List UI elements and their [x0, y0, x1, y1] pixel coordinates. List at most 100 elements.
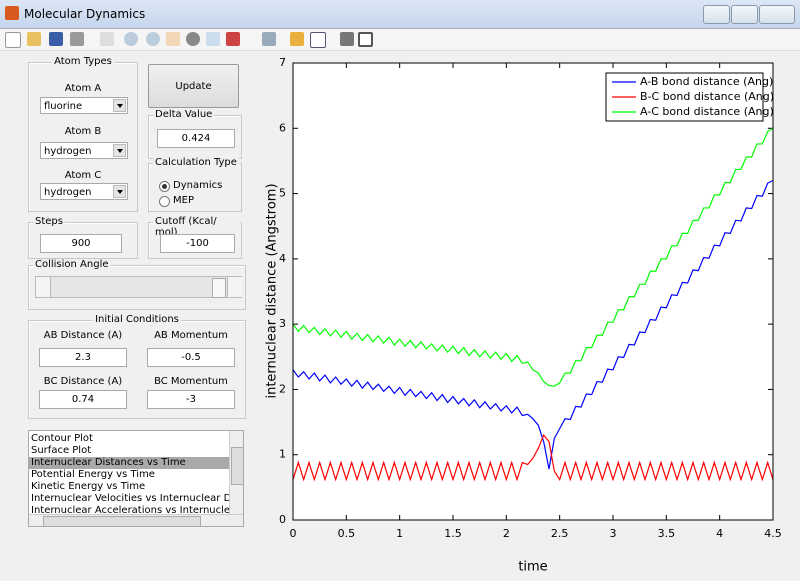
x-tick-label: 3	[610, 527, 617, 540]
text-input[interactable]: -100	[160, 234, 235, 253]
label: BC Momentum	[154, 376, 228, 387]
colorbar-icon[interactable]	[290, 32, 304, 46]
radio-button[interactable]: Dynamics	[159, 179, 222, 193]
panel-title: Delta Value	[153, 109, 215, 120]
rotate-icon[interactable]	[186, 32, 200, 46]
toolbar	[0, 29, 800, 51]
panel-title: Initial Conditions	[93, 314, 181, 325]
x-tick-label: 4	[716, 527, 723, 540]
slider-thumb[interactable]	[212, 278, 226, 298]
pointer-icon[interactable]	[100, 32, 114, 46]
label: Atom A	[64, 83, 102, 94]
list-item[interactable]: Internuclear Accelerations vs Internucle…	[31, 505, 231, 516]
brush-icon[interactable]	[226, 32, 240, 46]
title-bar: Molecular Dynamics	[0, 0, 800, 29]
series-line	[292, 127, 774, 387]
label: BC Distance (A)	[43, 376, 123, 387]
y-tick-label: 3	[279, 317, 286, 330]
chart: time internuclear distance (Angstrom) 0 1…	[265, 56, 782, 575]
atom-types-panel: Atom Types Atom A fluorine Atom B hydrog…	[28, 56, 138, 212]
hide-icon[interactable]	[340, 32, 354, 46]
text-input[interactable]: 900	[40, 234, 122, 253]
legend-icon[interactable]	[310, 32, 326, 48]
panel-title: Steps	[33, 216, 65, 227]
close-button[interactable]	[759, 5, 795, 24]
dropdown[interactable]: hydrogen	[40, 142, 128, 159]
vertical-scrollbar[interactable]	[229, 431, 243, 514]
x-tick-label: 2	[503, 527, 510, 540]
minimize-button[interactable]	[703, 5, 730, 24]
delta-panel: Delta Value 0.424	[148, 109, 242, 159]
text-input[interactable]: -0.5	[147, 348, 235, 367]
dropdown[interactable]: hydrogen	[40, 183, 128, 200]
y-tick-label: 0	[279, 513, 286, 526]
scroll-thumb[interactable]	[231, 447, 243, 485]
dropdown-value: hydrogen	[44, 187, 92, 198]
text-input[interactable]: 0.74	[39, 390, 127, 409]
text-input[interactable]: 2.3	[39, 348, 127, 367]
initial-panel: Initial Conditions AB Distance (A) 2.3 A…	[28, 314, 246, 419]
datacursor-icon[interactable]	[206, 32, 220, 46]
horizontal-scrollbar[interactable]	[29, 514, 243, 526]
radio-button[interactable]: MEP	[159, 194, 194, 208]
panel-title: Calculation Type	[153, 157, 239, 168]
x-tick-label: 1	[396, 527, 403, 540]
list-item[interactable]: Contour Plot	[31, 433, 93, 444]
panel-title: Cutoff (Kcal/ mol)	[153, 216, 241, 238]
zoom-out-icon[interactable]	[146, 32, 160, 46]
list-item[interactable]: Potential Energy vs Time	[31, 469, 155, 480]
app-icon	[5, 6, 19, 20]
steps-panel: Steps 900	[28, 216, 138, 259]
list-item[interactable]: Internuclear Distances vs Time	[29, 457, 231, 469]
y-tick-label: 5	[279, 187, 286, 200]
x-tick-label: 3.5	[658, 527, 676, 540]
x-tick-label: 4.5	[764, 527, 782, 540]
x-axis-label: time	[518, 560, 547, 575]
series-line	[292, 433, 774, 482]
maximize-button[interactable]	[731, 5, 758, 24]
plot-area	[293, 63, 773, 520]
zoom-in-icon[interactable]	[124, 32, 138, 46]
y-tick-label: 2	[279, 382, 286, 395]
text-input[interactable]: -3	[147, 390, 235, 409]
legend-label: A-C bond distance (Ang)	[640, 105, 774, 118]
slider-left[interactable]	[36, 277, 51, 297]
x-tick-label: 0	[290, 527, 297, 540]
show-icon[interactable]	[358, 32, 373, 47]
cutoff-panel: Cutoff (Kcal/ mol) -100	[148, 216, 242, 259]
legend-label: B-C bond distance (Ang)	[640, 90, 774, 103]
y-tick-label: 4	[279, 252, 286, 265]
dropdown-value: fluorine	[44, 101, 83, 112]
print-icon[interactable]	[70, 32, 84, 46]
save-icon[interactable]	[49, 32, 63, 46]
label: AB Momentum	[154, 330, 228, 341]
label: Atom B	[64, 126, 102, 137]
x-tick-label: 1.5	[444, 527, 462, 540]
y-tick-label: 1	[279, 448, 286, 461]
label: AB Distance (A)	[43, 330, 123, 341]
x-tick-label: 0.5	[338, 527, 356, 540]
collision-panel: Collision Angle	[28, 259, 246, 310]
open-icon[interactable]	[27, 32, 41, 46]
window-title: Molecular Dynamics	[24, 7, 146, 21]
dropdown-value: hydrogen	[44, 146, 92, 157]
panel-title: Collision Angle	[33, 259, 111, 270]
scroll-thumb[interactable]	[43, 516, 201, 526]
pan-icon[interactable]	[166, 32, 180, 46]
plot-listbox[interactable]: Internuclear Momenta vs Internuclear Dis…	[28, 430, 244, 527]
update-button[interactable]: Update	[148, 64, 239, 108]
slider[interactable]	[35, 276, 242, 298]
link-icon[interactable]	[262, 32, 276, 46]
calc-type-panel: Calculation Type Dynamics MEP	[148, 157, 242, 212]
series-line	[292, 179, 774, 470]
list-item[interactable]: Kinetic Energy vs Time	[31, 481, 146, 492]
legend-label: A-B bond distance (Ang)	[640, 75, 773, 88]
text-input[interactable]: 0.424	[157, 129, 235, 148]
label: Atom C	[64, 170, 102, 181]
new-icon[interactable]	[5, 32, 21, 48]
list-item[interactable]: Surface Plot	[31, 445, 92, 456]
list-item[interactable]: Internuclear Velocities vs Internuclear …	[31, 493, 231, 504]
dropdown[interactable]: fluorine	[40, 97, 128, 114]
slider-right[interactable]	[227, 277, 242, 297]
